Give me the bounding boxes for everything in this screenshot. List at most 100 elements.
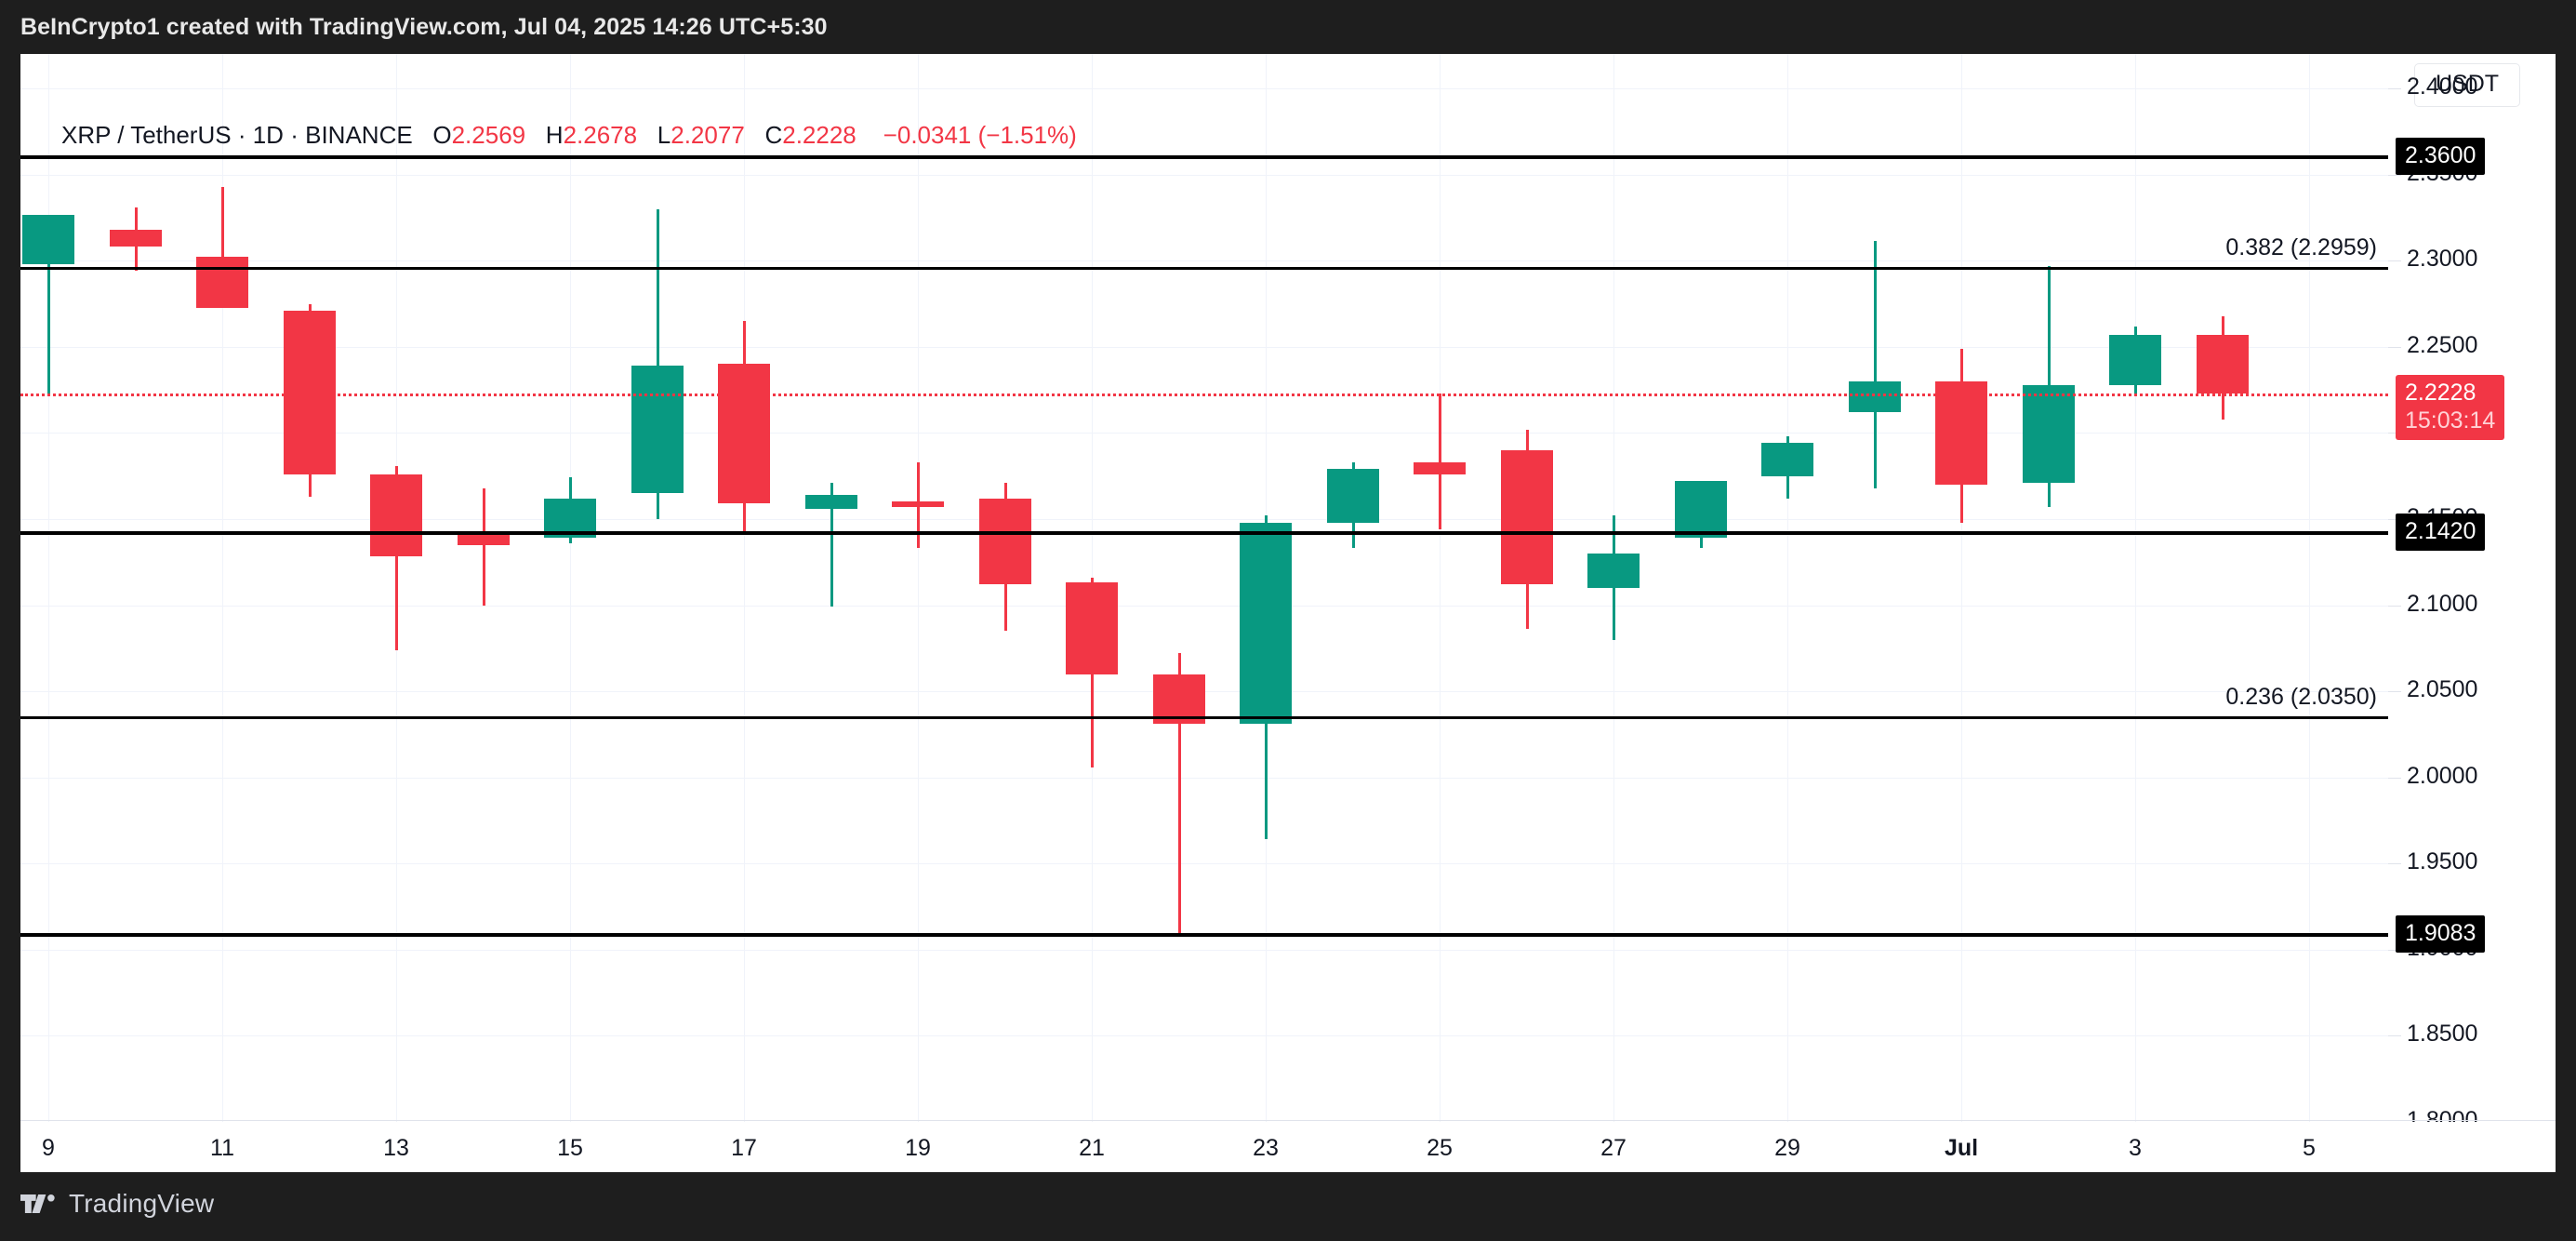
horizontal-gridline — [20, 174, 2388, 176]
candle-body — [1587, 553, 1640, 588]
price-axis-tick: 1.9500 — [2407, 848, 2478, 875]
price-axis-tick: 2.1000 — [2407, 590, 2478, 617]
tradingview-logo[interactable]: TradingView — [20, 1189, 214, 1219]
candle-body — [1761, 443, 1813, 476]
candle-body — [1066, 582, 1118, 674]
fibonacci-level-label: 0.236 (2.0350) — [2225, 683, 2377, 710]
candle-body — [283, 310, 336, 474]
last-price-badge[interactable]: 2.2228 15:03:14 — [2396, 375, 2505, 441]
horizontal-gridline — [20, 777, 2388, 779]
price-axis-tick-mark — [2388, 691, 2401, 693]
legend-symbol[interactable]: XRP / TetherUS — [61, 121, 232, 149]
time-axis-tick: 15 — [557, 1135, 583, 1161]
candle-body — [892, 501, 944, 508]
candle-body — [22, 215, 74, 264]
vertical-gridline — [2135, 54, 2136, 1122]
legend-open-label: O — [432, 121, 452, 149]
horizontal-gridline — [20, 88, 2388, 90]
price-axis-tick-mark — [2388, 346, 2401, 348]
price-axis[interactable]: USDT 2.40002.35002.30002.25002.20002.150… — [2388, 54, 2556, 1172]
legend-low-value: 2.2077 — [671, 121, 745, 149]
price-axis-tick-mark — [2388, 433, 2401, 434]
price-axis-tick-mark — [2388, 949, 2401, 951]
candle-wick — [1177, 653, 1181, 936]
candle-body — [2109, 334, 2161, 385]
chart-pane[interactable]: XRP / TetherUS · 1D · BINANCE O2.2569 H2… — [20, 54, 2556, 1172]
vertical-gridline — [1787, 54, 1788, 1122]
legend-close-value: 2.2228 — [782, 121, 856, 149]
price-axis-tick: 2.0000 — [2407, 762, 2478, 789]
price-axis-tick: 2.4000 — [2407, 73, 2478, 100]
legend-high-label: H — [545, 121, 564, 149]
resistance-badge-upper[interactable]: 2.3600 — [2396, 138, 2486, 176]
horizontal-gridline — [20, 863, 2388, 865]
legend-high-value: 2.2678 — [563, 121, 638, 149]
legend-open-value: 2.2569 — [451, 121, 526, 149]
horizontal-gridline — [20, 433, 2388, 434]
horizontal-price-line[interactable] — [20, 530, 2388, 535]
candle-body — [804, 495, 857, 509]
time-axis-tick: 11 — [210, 1135, 234, 1161]
legend-close-label: C — [764, 121, 783, 149]
horizontal-price-line[interactable] — [20, 155, 2388, 160]
price-axis-tick-mark — [2388, 260, 2401, 262]
time-axis-separator — [20, 1120, 2556, 1121]
candle-body — [1240, 522, 1292, 725]
vertical-gridline — [1961, 54, 1962, 1122]
vertical-gridline — [222, 54, 223, 1122]
candle-body — [978, 498, 1031, 585]
vertical-gridline — [570, 54, 571, 1122]
candle-body — [1326, 469, 1379, 523]
candle-body — [631, 366, 684, 494]
attribution-text: BeInCrypto1 created with TradingView.com… — [0, 0, 2576, 54]
time-axis-tick: 29 — [1774, 1135, 1800, 1161]
candle-wick — [395, 465, 398, 650]
candle-wick — [47, 216, 50, 394]
candle-body — [1935, 380, 1987, 485]
candle-body — [1414, 461, 1466, 474]
time-axis-tick: 17 — [731, 1135, 757, 1161]
tradingview-logo-icon — [20, 1194, 55, 1213]
price-axis-tick-mark — [2388, 777, 2401, 779]
horizontal-gridline — [20, 260, 2388, 262]
support-badge-lower[interactable]: 1.9083 — [2396, 915, 2486, 954]
price-axis-tick-mark — [2388, 605, 2401, 607]
horizontal-price-line[interactable] — [20, 933, 2388, 938]
price-axis-tick: 2.0500 — [2407, 676, 2478, 703]
legend-change: −0.0341 (−1.51%) — [883, 121, 1077, 149]
candle-body — [1500, 449, 1553, 585]
price-plot-area[interactable]: 0.382 (2.2959) 0.236 (2.0350) — [20, 54, 2388, 1122]
price-axis-tick: 1.8500 — [2407, 1021, 2478, 1048]
candle-body — [370, 474, 422, 556]
legend-low-label: L — [657, 121, 671, 149]
horizontal-gridline — [20, 605, 2388, 607]
horizontal-gridline — [20, 518, 2388, 520]
fibonacci-level-line[interactable] — [20, 715, 2388, 719]
price-axis-tick-mark — [2388, 863, 2401, 865]
price-axis-tick-mark — [2388, 1035, 2401, 1037]
support-badge-mid[interactable]: 2.1420 — [2396, 513, 2486, 551]
time-axis-tick: 3 — [2129, 1135, 2142, 1161]
vertical-gridline — [744, 54, 745, 1122]
time-axis-tick: 5 — [2303, 1135, 2316, 1161]
last-price-countdown: 15:03:14 — [2405, 407, 2496, 434]
fibonacci-level-line[interactable] — [20, 266, 2388, 270]
candle-body — [2022, 384, 2075, 484]
legend-interval[interactable]: 1D — [252, 121, 284, 149]
currency-label[interactable]: USDT — [2414, 63, 2521, 107]
fibonacci-level-label: 0.382 (2.2959) — [2225, 234, 2377, 260]
time-axis-tick: 19 — [905, 1135, 931, 1161]
candle-body — [718, 364, 770, 504]
price-axis-tick-mark — [2388, 518, 2401, 520]
candle-wick — [1439, 394, 1441, 530]
time-axis-tick: 21 — [1079, 1135, 1105, 1161]
candle-wick — [1873, 240, 1877, 488]
vertical-gridline — [1440, 54, 1441, 1122]
candle-wick — [656, 208, 659, 519]
current-price-line — [20, 394, 2388, 397]
vertical-gridline — [2309, 54, 2310, 1122]
last-price-value: 2.2228 — [2405, 380, 2476, 407]
time-axis-tick: Jul — [1944, 1135, 1979, 1161]
time-axis[interactable]: 9 11 13 15 17 19 21 23 25 27 29 Jul 3 5 — [20, 1122, 2556, 1174]
